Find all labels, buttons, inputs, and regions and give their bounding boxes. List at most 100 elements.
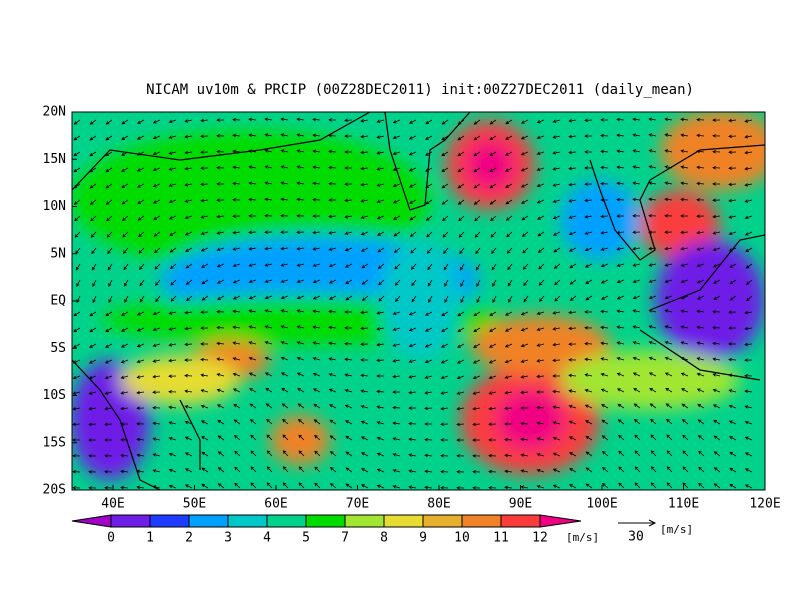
wind-vector bbox=[585, 420, 593, 425]
wind-vector bbox=[424, 469, 433, 474]
wind-vector bbox=[392, 405, 401, 410]
wind-vector bbox=[329, 451, 337, 457]
wind-vector bbox=[633, 418, 641, 425]
wind-vector bbox=[554, 279, 561, 286]
wind-vector bbox=[184, 484, 193, 489]
wind-vector bbox=[682, 434, 689, 441]
wind-vector bbox=[505, 199, 513, 205]
wind-vector bbox=[680, 341, 689, 345]
wind-vector bbox=[616, 149, 625, 153]
wind-vector bbox=[666, 450, 673, 457]
wind-vector bbox=[201, 451, 209, 457]
wind-vector bbox=[492, 295, 497, 304]
wind-vector bbox=[232, 133, 241, 138]
wind-vector bbox=[136, 359, 145, 364]
wind-vector bbox=[424, 453, 433, 458]
wind-vector bbox=[729, 263, 737, 268]
wind-vector bbox=[408, 421, 417, 426]
wind-vector bbox=[232, 198, 241, 202]
wind-vector bbox=[744, 405, 753, 409]
colorbar-label: 12 bbox=[532, 531, 548, 546]
wind-vector bbox=[601, 483, 609, 489]
wind-vector bbox=[185, 263, 193, 269]
wind-vector bbox=[328, 198, 337, 202]
wind-vector bbox=[508, 295, 513, 303]
wind-vector bbox=[248, 309, 257, 313]
wind-vector bbox=[728, 326, 737, 330]
wind-vector bbox=[680, 133, 689, 137]
wind-vector bbox=[408, 469, 417, 473]
wind-vector bbox=[600, 149, 609, 154]
wind-vector bbox=[506, 247, 513, 254]
wind-vector bbox=[634, 450, 641, 457]
wind-vector bbox=[680, 372, 689, 377]
wind-vector bbox=[234, 482, 241, 489]
wind-vector bbox=[104, 454, 113, 458]
wind-vector bbox=[329, 404, 337, 409]
wind-vector bbox=[427, 263, 433, 271]
wind-vector bbox=[456, 422, 465, 427]
wind-vector bbox=[728, 118, 737, 123]
wind-vector bbox=[536, 452, 545, 457]
wind-vector bbox=[344, 150, 353, 154]
wind-vector bbox=[472, 422, 481, 427]
wind-vector bbox=[457, 199, 465, 205]
wind-vector bbox=[728, 231, 737, 236]
wind-vector bbox=[744, 420, 753, 425]
wind-vector bbox=[152, 167, 161, 172]
wind-vector bbox=[298, 482, 305, 489]
wind-vector bbox=[520, 135, 529, 140]
wind-vector bbox=[504, 327, 513, 332]
wind-vector bbox=[664, 325, 673, 329]
wind-vector bbox=[184, 166, 193, 171]
wind-vector bbox=[232, 117, 241, 122]
wind-vector bbox=[328, 325, 337, 330]
wind-vector bbox=[682, 466, 689, 473]
wind-vector bbox=[312, 247, 321, 251]
wind-vector bbox=[425, 199, 433, 205]
wind-vector bbox=[441, 119, 449, 125]
wind-vector bbox=[520, 453, 529, 457]
coastline bbox=[72, 359, 201, 490]
wind-vector bbox=[232, 214, 241, 218]
wind-vector bbox=[217, 483, 225, 489]
wind-vector bbox=[648, 181, 657, 185]
wind-vector bbox=[296, 263, 305, 267]
wind-vector bbox=[440, 422, 449, 427]
wind-vector bbox=[296, 149, 305, 153]
wind-vector bbox=[552, 358, 561, 363]
wind-vector bbox=[216, 134, 225, 138]
wind-vector bbox=[344, 231, 353, 235]
wind-vector bbox=[184, 183, 193, 187]
wind-vector bbox=[152, 183, 161, 188]
wind-vector bbox=[521, 119, 529, 124]
wind-vector bbox=[296, 309, 305, 313]
wind-vector bbox=[744, 358, 753, 362]
wind-vector bbox=[680, 149, 689, 153]
wind-vector bbox=[104, 422, 113, 427]
wind-vector bbox=[184, 389, 193, 394]
wind-vector bbox=[344, 166, 353, 170]
wind-vector bbox=[184, 436, 193, 441]
wind-vector bbox=[616, 133, 625, 138]
wind-vector bbox=[344, 118, 353, 123]
wind-vector bbox=[712, 309, 721, 314]
wind-vector bbox=[536, 468, 545, 473]
wind-vector bbox=[600, 165, 609, 170]
wind-vector bbox=[168, 436, 177, 441]
wind-vector bbox=[552, 342, 561, 347]
wind-vector bbox=[282, 450, 289, 457]
wind-vector bbox=[585, 483, 593, 489]
wind-vector bbox=[552, 421, 561, 425]
wind-vector bbox=[200, 310, 209, 314]
colorbar-segment bbox=[149, 514, 190, 528]
wind-vector bbox=[266, 434, 273, 441]
wind-vector bbox=[584, 198, 593, 203]
wind-vector bbox=[456, 438, 465, 442]
wind-vector bbox=[520, 421, 529, 426]
wind-vector bbox=[552, 151, 561, 155]
wind-vector bbox=[696, 372, 705, 377]
wind-vector bbox=[728, 215, 737, 219]
wind-vector bbox=[120, 391, 129, 395]
wind-vector bbox=[457, 311, 465, 317]
